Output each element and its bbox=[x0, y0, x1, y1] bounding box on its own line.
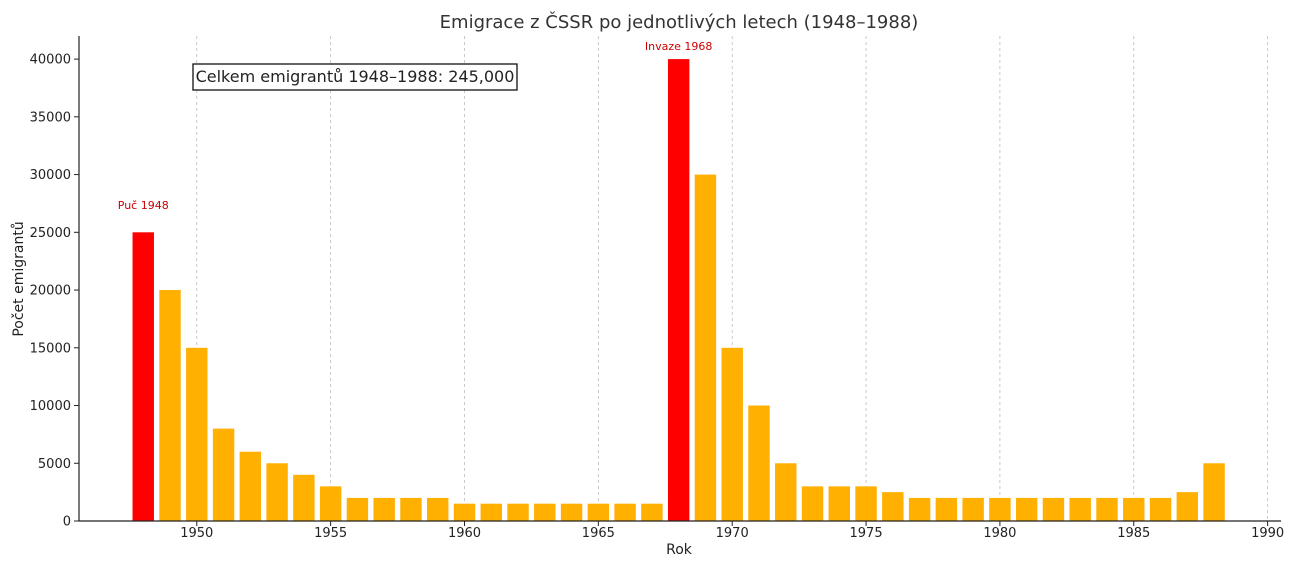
bar-1983 bbox=[1069, 497, 1091, 521]
x-tick-label-1965: 1965 bbox=[582, 526, 615, 541]
bar-1975 bbox=[855, 486, 877, 521]
y-axis-label: Počet emigrantů bbox=[11, 221, 27, 336]
bar-1980 bbox=[989, 497, 1011, 521]
bar-1958 bbox=[400, 497, 422, 521]
bar-1954 bbox=[293, 474, 315, 521]
y-tick-label-35000: 35000 bbox=[30, 110, 71, 125]
bar-1977 bbox=[908, 497, 931, 521]
annotations: Puč 1948 Invaze 1968 bbox=[118, 40, 713, 212]
x-tick-label-1960: 1960 bbox=[448, 526, 481, 541]
bar-1963 bbox=[534, 503, 556, 521]
bar-1987 bbox=[1176, 492, 1199, 521]
bar-1955 bbox=[319, 486, 342, 521]
bar-1966 bbox=[614, 503, 636, 521]
bar-1978 bbox=[935, 497, 958, 521]
bar-1969 bbox=[694, 174, 717, 522]
x-tick-label-1970: 1970 bbox=[716, 526, 749, 541]
y-tick-label-25000: 25000 bbox=[30, 226, 71, 241]
bars bbox=[132, 59, 1225, 522]
y-tick-label-15000: 15000 bbox=[30, 341, 71, 356]
bar-1959 bbox=[427, 497, 449, 521]
bar-1965 bbox=[587, 503, 610, 521]
x-axis-label: Rok bbox=[666, 542, 693, 558]
y-tick-label-20000: 20000 bbox=[30, 284, 71, 299]
chart-title: Emigrace z ČSSR po jednotlivých letech (… bbox=[440, 11, 919, 33]
bar-1988 bbox=[1203, 463, 1225, 521]
total-emigrants-label: Celkem emigrantů 1948–1988: 245,000 bbox=[196, 67, 515, 86]
bar-1972 bbox=[775, 463, 797, 521]
bar-1968 bbox=[667, 59, 690, 521]
x-tick-label-1980: 1980 bbox=[983, 526, 1016, 541]
x-ticks: 1950 1955 1960 1965 1970 1975 1980 1985 1990 bbox=[180, 521, 1284, 541]
bar-1957 bbox=[373, 497, 395, 521]
y-tick-label-5000: 5000 bbox=[38, 457, 71, 472]
bar-1986 bbox=[1149, 497, 1172, 521]
bar-1961 bbox=[480, 503, 502, 521]
x-tick-label-1990: 1990 bbox=[1251, 526, 1284, 541]
bar-1953 bbox=[266, 463, 288, 521]
bar-1970 bbox=[721, 347, 743, 521]
total-box: Celkem emigrantů 1948–1988: 245,000 bbox=[192, 63, 518, 91]
bar-1962 bbox=[507, 503, 529, 521]
y-ticks: 0 5000 10000 15000 20000 25000 30000 35000 40000 bbox=[30, 53, 79, 530]
y-tick-label-30000: 30000 bbox=[30, 168, 71, 183]
x-tick-label-1950: 1950 bbox=[180, 526, 213, 541]
bar-1950 bbox=[186, 347, 208, 521]
bar-1985 bbox=[1123, 497, 1145, 521]
bar-1964 bbox=[560, 503, 583, 521]
bar-1956 bbox=[346, 497, 369, 521]
bar-1951 bbox=[212, 428, 235, 521]
bar-1948 bbox=[132, 232, 154, 522]
bar-1967 bbox=[641, 503, 663, 521]
y-tick-label-0: 0 bbox=[63, 515, 71, 530]
x-tick-label-1985: 1985 bbox=[1117, 526, 1150, 541]
total-box-frame bbox=[192, 63, 518, 91]
bar-1973 bbox=[801, 486, 824, 521]
bar-1979 bbox=[962, 497, 984, 521]
bar-1952 bbox=[239, 451, 262, 521]
x-tick-label-1975: 1975 bbox=[850, 526, 883, 541]
x-tick-label-1955: 1955 bbox=[314, 526, 347, 541]
bar-1960 bbox=[453, 503, 476, 521]
bar-1981 bbox=[1015, 497, 1038, 521]
bar-1974 bbox=[828, 486, 850, 521]
bar-1949 bbox=[159, 290, 181, 521]
bar-1971 bbox=[748, 405, 770, 521]
bar-1984 bbox=[1096, 497, 1118, 521]
annotation-1948: Puč 1948 bbox=[118, 199, 169, 212]
bar-1982 bbox=[1042, 497, 1065, 521]
bar-1976 bbox=[882, 492, 904, 521]
grid bbox=[196, 36, 1269, 521]
y-tick-label-40000: 40000 bbox=[30, 53, 71, 68]
y-tick-label-10000: 10000 bbox=[30, 399, 71, 414]
annotation-1968: Invaze 1968 bbox=[645, 40, 713, 53]
